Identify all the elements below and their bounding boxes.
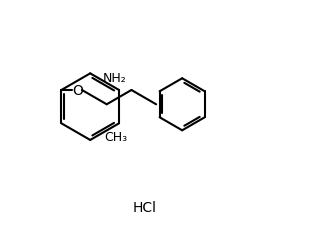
Text: CH₃: CH₃ [104, 130, 127, 143]
Text: NH₂: NH₂ [102, 71, 126, 84]
Text: O: O [72, 84, 83, 98]
Text: HCl: HCl [132, 200, 156, 214]
